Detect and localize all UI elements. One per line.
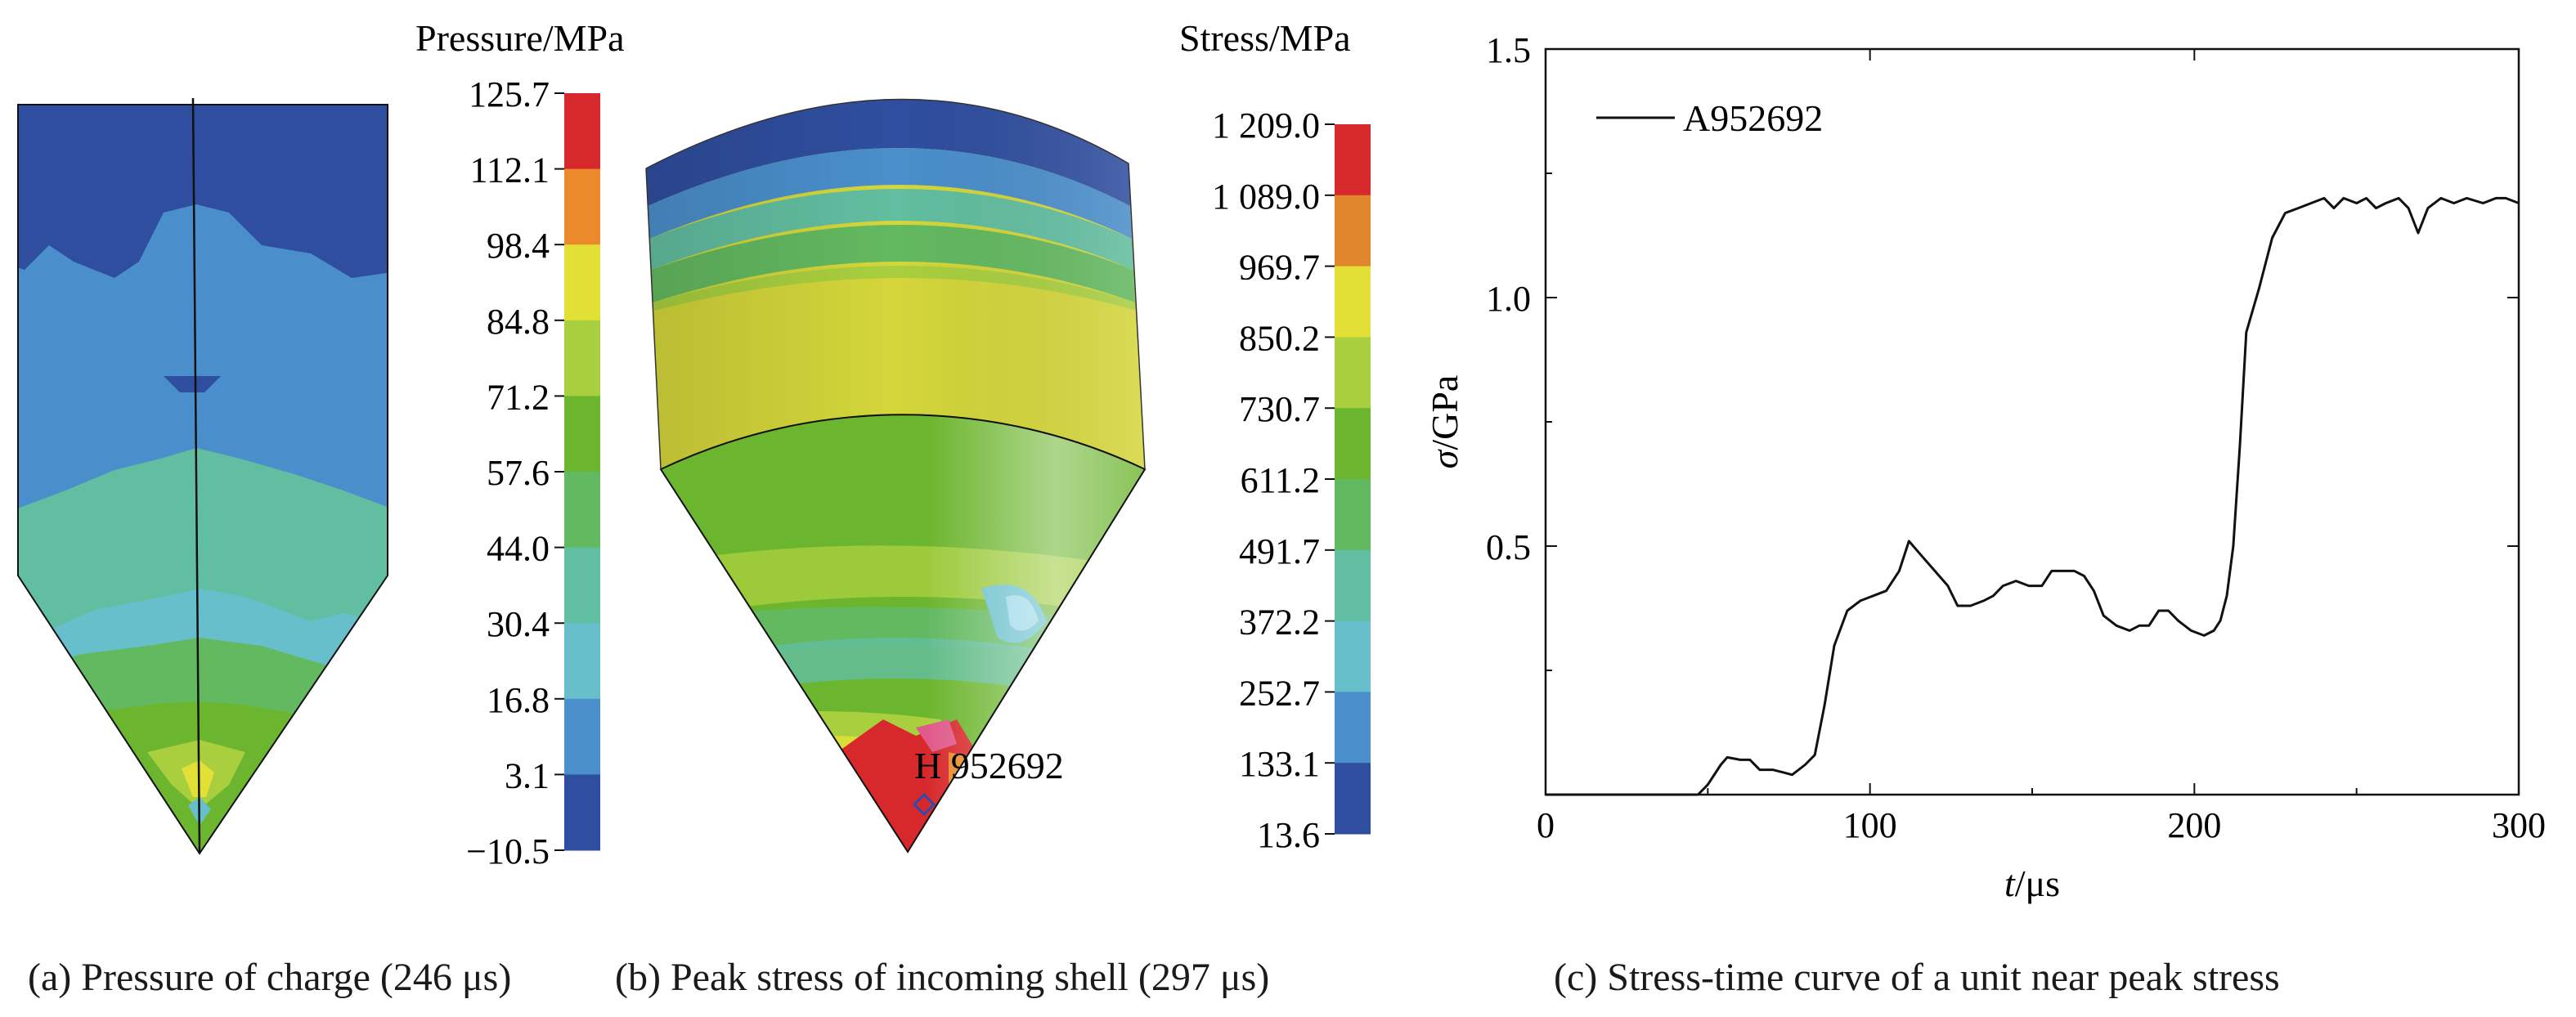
- stress-color-band: [1335, 692, 1371, 764]
- stress-legend: Stress/MPa 1 209.0 1 089.0 969.7 850.2 730.7…: [1179, 17, 1371, 855]
- stress-legend-title: Stress/MPa: [1179, 17, 1351, 59]
- axis-tick-labels: 0 100 200 300 0.5 1.0 1.5: [1486, 30, 2546, 845]
- pressure-color-band: [564, 244, 600, 321]
- stress-color-band: [1335, 124, 1371, 196]
- stress-tick-label: 491.7: [1239, 531, 1320, 571]
- stress-tick-label: 969.7: [1239, 248, 1320, 288]
- stress-tick-label: 611.2: [1241, 460, 1320, 500]
- stress-tick-label: 133.1: [1239, 744, 1320, 784]
- pressure-color-band: [564, 698, 600, 775]
- pressure-color-band: [564, 93, 600, 170]
- stress-time-chart: 0 100 200 300 0.5 1.0 1.5 A952692 t/μs σ/GPa: [1424, 30, 2546, 904]
- stress-tick-label: 13.6: [1257, 815, 1320, 855]
- pressure-tick-label: 98.4: [487, 226, 550, 266]
- stress-color-band: [1335, 479, 1371, 551]
- y-tick-label: 0.5: [1486, 527, 1531, 567]
- stress-color-band: [1335, 763, 1371, 835]
- charge-pressure-contour: [17, 97, 388, 855]
- caption-panel-b: (b) Peak stress of incoming shell (297 μ…: [615, 956, 1270, 999]
- pressure-tick-label: 44.0: [487, 529, 550, 569]
- pressure-tick-label: 125.7: [469, 74, 550, 114]
- pressure-tick-label: 3.1: [505, 755, 550, 795]
- pressure-color-band: [564, 623, 600, 700]
- stress-tick-label: 1 209.0: [1212, 105, 1320, 146]
- pressure-color-band: [564, 774, 600, 851]
- shell-stress-contour: H 952692: [645, 98, 1147, 853]
- stress-color-band: [1335, 195, 1371, 267]
- pressure-tick-label: 112.1: [470, 150, 550, 190]
- node-annotation: H 952692: [914, 745, 1064, 786]
- pressure-legend-title: Pressure/MPa: [415, 17, 625, 59]
- x-tick-label: 100: [1843, 805, 1897, 845]
- stress-color-band: [1335, 337, 1371, 409]
- y-axis-label: σ/GPa: [1424, 375, 1465, 469]
- stress-tick-label: 850.2: [1239, 318, 1320, 358]
- x-tick-label: 200: [2167, 805, 2221, 845]
- stress-tick-label: 1 089.0: [1212, 177, 1320, 217]
- pressure-tick-label: 71.2: [487, 377, 550, 417]
- x-tick-label: 300: [2492, 805, 2546, 845]
- caption-panel-a: (a) Pressure of charge (246 μs): [28, 956, 512, 999]
- legend-label: A952692: [1683, 97, 1823, 139]
- stress-tick-label: 252.7: [1239, 673, 1320, 713]
- stress-color-band: [1335, 266, 1371, 338]
- x-tick-label: 0: [1537, 805, 1555, 845]
- y-tick-label: 1.5: [1486, 30, 1531, 70]
- pressure-tick-label: 84.8: [487, 302, 550, 342]
- y-tick-label: 1.0: [1486, 279, 1531, 319]
- caption-panel-c: (c) Stress-time curve of a unit near pea…: [1554, 956, 2280, 999]
- series-line-a952692: [1546, 196, 2520, 796]
- axis-ticks: [1545, 48, 2520, 795]
- pressure-color-band: [564, 320, 600, 396]
- stress-color-band: [1335, 408, 1371, 480]
- stress-color-band: [1335, 621, 1371, 692]
- stress-tick-labels: 1 209.0 1 089.0 969.7 850.2 730.7 611.2 491.7 3…: [1212, 105, 1335, 855]
- pressure-color-band: [564, 547, 600, 624]
- pressure-tick-labels: 125.7 112.1 98.4 84.8 71.2 57.6 44.0 30.4 16.8 3.…: [466, 74, 564, 871]
- pressure-color-band: [564, 472, 600, 549]
- stress-color-band: [1335, 549, 1371, 622]
- pressure-tick-label: 57.6: [487, 453, 550, 493]
- pressure-color-band: [564, 396, 600, 473]
- x-axis-label: t/μs: [2004, 862, 2060, 904]
- stress-color-scale: [1335, 124, 1371, 835]
- pressure-color-band: [564, 168, 600, 245]
- pressure-legend: Pressure/MPa 125.7 112.1 98.4 84.8 71.2 57.6 4…: [415, 17, 625, 871]
- pressure-tick-label: −10.5: [466, 831, 550, 871]
- pressure-tick-label: 30.4: [487, 604, 550, 644]
- plot-frame: [1544, 47, 2520, 796]
- pressure-color-scale: [564, 93, 600, 851]
- stress-tick-label: 372.2: [1239, 603, 1320, 643]
- stress-tick-label: 730.7: [1239, 389, 1320, 429]
- pressure-tick-label: 16.8: [487, 680, 550, 720]
